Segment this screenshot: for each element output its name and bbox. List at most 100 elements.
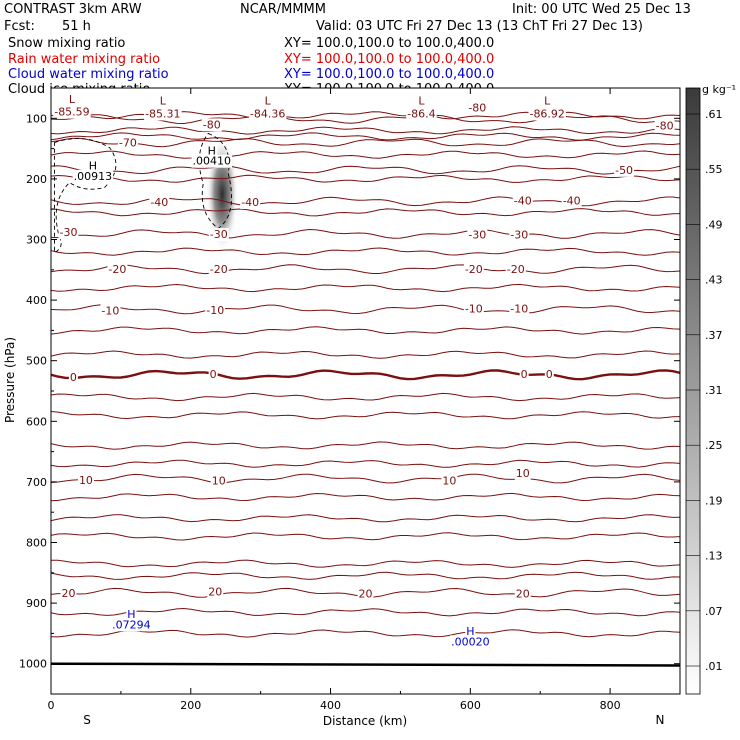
- field-name-snow: Snow mixing ratio: [8, 36, 125, 51]
- contour-label-bg: [68, 371, 78, 385]
- colorbar-tick-label: .49: [705, 218, 723, 231]
- contour-label-bg: [126, 608, 137, 622]
- contour-label: 20: [516, 587, 530, 600]
- contour-line-extra: [51, 150, 680, 159]
- field-xy-rain: XY= 100.0,100.0 to 100.0,400.0: [284, 52, 494, 67]
- contour-line-extra: [51, 208, 680, 217]
- field-xy-snow: XY= 100.0,100.0 to 100.0,400.0: [284, 36, 494, 51]
- valid-time: Valid: 03 UTC Fri 27 Dec 13 (13 ChT Fri …: [316, 19, 643, 34]
- field-xy-cloudwater: XY= 100.0,100.0 to 100.0,400.0: [284, 67, 494, 82]
- contour-label: 10: [516, 467, 530, 480]
- contour-label: 20: [359, 587, 373, 600]
- cloud-water-high-mark: H: [466, 625, 474, 638]
- x-tick-label: 600: [460, 699, 481, 712]
- contour-label-bg: [463, 263, 484, 277]
- contour-label-bg: [248, 107, 287, 121]
- low-center-mark: L: [544, 95, 551, 108]
- low-center-mark: L: [265, 95, 272, 108]
- contour-line-extra: [51, 571, 680, 580]
- contour-label-bg: [208, 228, 229, 242]
- contour-label: -50: [615, 164, 633, 177]
- model-title: CONTRAST 3km ARW: [4, 2, 142, 17]
- cloud-ice-high-value: .00410: [192, 155, 231, 168]
- low-center-value: -85.59: [54, 106, 89, 119]
- contour-line-extra: [51, 559, 680, 568]
- init-time: Init: 00 UTC Wed 25 Dec 13: [512, 2, 691, 17]
- contour-label: 10: [442, 475, 456, 488]
- contour-label-bg: [240, 195, 261, 209]
- contour-label: -10: [101, 304, 119, 317]
- y-tick-label: 100: [26, 112, 47, 125]
- contour-label-bg: [107, 263, 128, 277]
- contour-label: -30: [468, 229, 486, 242]
- contour-label: -40: [150, 196, 168, 209]
- contour-label-bg: [441, 474, 458, 488]
- y-tick-label: 200: [26, 173, 47, 186]
- contour-line-extra: [51, 247, 680, 256]
- contour-label: -20: [108, 263, 126, 276]
- contour-label: -20: [507, 263, 525, 276]
- contour-line-extra: [51, 532, 680, 541]
- contour-label: -40: [563, 195, 581, 208]
- contour-line-extra: [51, 441, 680, 450]
- contour-label: 0: [70, 371, 77, 384]
- contour-label: 0: [210, 368, 217, 381]
- contour-label-bg: [528, 107, 566, 121]
- cloud-water-high-value: .00020: [451, 635, 490, 648]
- contour-label-bg: [614, 163, 635, 177]
- surface-line: [51, 662, 680, 667]
- contour-label-bg: [72, 169, 114, 183]
- contour-label-bg: [509, 228, 530, 242]
- y-tick-label: 1000: [19, 658, 47, 671]
- contour-line-extra: [51, 392, 680, 402]
- y-tick-label: 900: [26, 597, 47, 610]
- colorbar-tick-label: .13: [705, 550, 723, 563]
- contour-line-extra: [51, 126, 680, 135]
- contour-label-bg: [158, 94, 168, 108]
- contour-label: 20: [208, 586, 222, 599]
- field-name-cloudwater: Cloud water mixing ratio: [8, 67, 169, 82]
- fcst-value: 51 h: [62, 19, 91, 34]
- contour-line-10: [51, 473, 680, 484]
- contour-line-0: [51, 369, 680, 381]
- y-axis-label: Pressure (hPa): [3, 337, 17, 423]
- colorbar-ticks: .01 .07 .13 .19 .25 .31 .37 .43 .49 .55 .61: [686, 108, 723, 673]
- low-center-mark: L: [418, 95, 425, 108]
- contour-label-bg: [58, 226, 79, 240]
- colorbar: [685, 87, 701, 695]
- contour-label: -30: [59, 226, 77, 239]
- colorbar-tick-label: .31: [705, 384, 723, 397]
- contour-line-extra: [51, 350, 680, 359]
- contour-label: -70: [119, 137, 137, 150]
- contour-label: -10: [510, 303, 528, 316]
- x-tick-label: 400: [320, 699, 341, 712]
- low-center-value: -84.36: [250, 107, 285, 120]
- contour-label-bg: [519, 368, 529, 382]
- cloud-ice-high-mark: H: [89, 160, 97, 173]
- cloud-water-high-mark: H: [127, 608, 135, 621]
- contour-line--50: [51, 165, 680, 175]
- contour-label: -40: [241, 196, 259, 209]
- contour-label-bg: [505, 263, 526, 277]
- contour-label-bg: [514, 587, 531, 601]
- contour-label-bg: [210, 474, 227, 488]
- contour-label: -20: [210, 263, 228, 276]
- contour-label-bg: [467, 101, 488, 115]
- contour-label: -30: [210, 228, 228, 241]
- contour-label-bg: [561, 194, 582, 208]
- contour-label: 0: [546, 368, 553, 381]
- contour-line--70: [51, 137, 680, 148]
- contour-label-bg: [406, 107, 437, 121]
- colorbar-tick-label: .25: [705, 439, 723, 452]
- contour-line--20: [51, 264, 680, 275]
- contour-label-bg: [417, 94, 427, 108]
- contour-label-bg: [512, 194, 533, 208]
- contour-line-extra: [51, 492, 680, 502]
- contour-label-bg: [100, 304, 121, 318]
- contour-label: -80: [656, 120, 674, 133]
- cloud-water-high-value: .07294: [112, 618, 151, 631]
- contour-label: -10: [465, 303, 483, 316]
- plot-area: [51, 88, 680, 694]
- contour-line-extra: [51, 132, 680, 141]
